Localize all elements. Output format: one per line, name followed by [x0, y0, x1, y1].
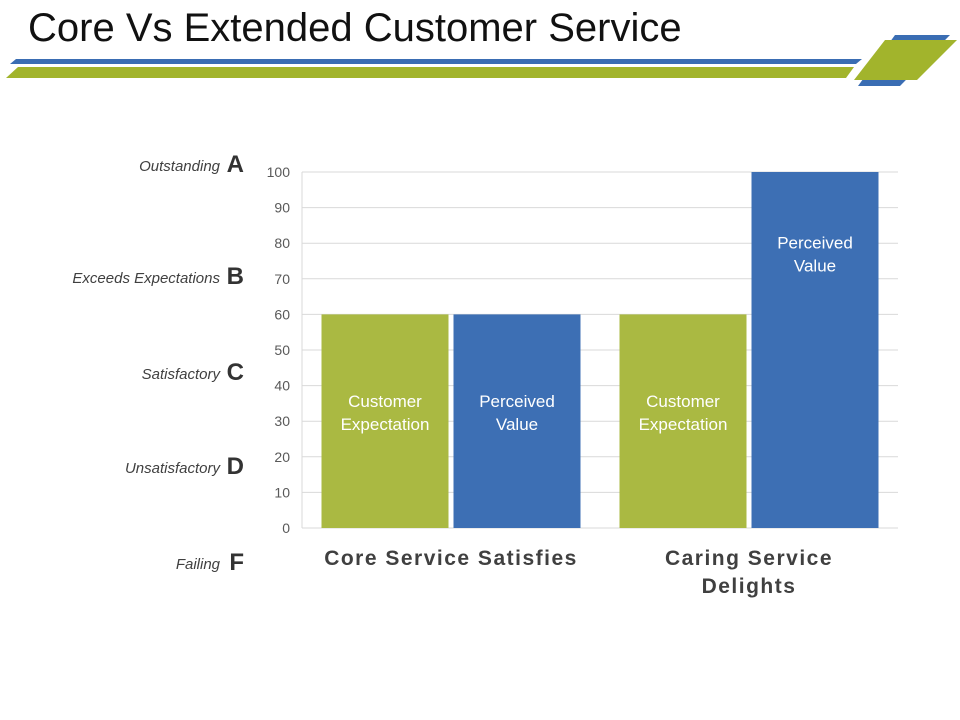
category-label: Delights — [702, 575, 797, 598]
y-tick-label: 0 — [282, 520, 290, 536]
y-tick-label: 50 — [274, 342, 290, 358]
header-green-stripe — [6, 67, 854, 78]
y-tick-label: 80 — [274, 235, 290, 251]
header-blue-stripe — [10, 59, 862, 64]
bar-perceived-value — [751, 172, 879, 528]
y-axis-ticks: 0 10 20 30 40 50 60 70 80 90 100 — [267, 164, 291, 536]
y-tick-label: 20 — [274, 449, 290, 465]
grade-letter: C — [227, 359, 244, 386]
bar-data-label: Customer — [348, 392, 422, 411]
y-tick-label: 30 — [274, 413, 290, 429]
bar-data-label: Value — [794, 257, 836, 276]
grade-scale: A Outstanding B Exceeds Expectations C Satisf… — [72, 151, 244, 576]
bar-data-label: Perceived — [777, 234, 853, 253]
y-tick-label: 100 — [267, 164, 291, 180]
chart-bars: Customer Expectation Perceived Value Custome… — [321, 172, 879, 528]
y-tick-label: 90 — [274, 200, 290, 216]
grade-name: Unsatisfactory — [125, 460, 222, 477]
header-decoration — [6, 35, 957, 86]
grade-letter: A — [227, 151, 244, 178]
y-tick-label: 60 — [274, 306, 290, 322]
category-label: Core Service Satisfies — [324, 547, 578, 570]
grade-name: Exceeds Expectations — [72, 270, 220, 287]
bar-data-label: Expectation — [639, 415, 728, 434]
x-axis-labels: Core Service Satisfies Caring Service Deli… — [324, 547, 833, 598]
y-tick-label: 70 — [274, 271, 290, 287]
bar-customer-expectation — [321, 314, 449, 528]
bar-data-label: Customer — [646, 392, 720, 411]
grade-name: Failing — [176, 556, 221, 573]
grade-letter: B — [227, 263, 244, 290]
bar-perceived-value — [453, 314, 581, 528]
y-tick-label: 10 — [274, 484, 290, 500]
bar-data-label: Expectation — [341, 415, 430, 434]
header-green-parallelogram — [854, 40, 957, 80]
grade-letter: F — [229, 549, 244, 576]
y-tick-label: 40 — [274, 378, 290, 394]
grade-name: Outstanding — [139, 158, 221, 175]
slide-title: Core Vs Extended Customer Service — [28, 6, 682, 50]
bar-customer-expectation — [619, 314, 747, 528]
bar-data-label: Value — [496, 415, 538, 434]
category-label: Caring Service — [665, 547, 833, 570]
grade-name: Satisfactory — [142, 366, 222, 383]
bar-data-label: Perceived — [479, 392, 555, 411]
grade-letter: D — [227, 453, 244, 480]
